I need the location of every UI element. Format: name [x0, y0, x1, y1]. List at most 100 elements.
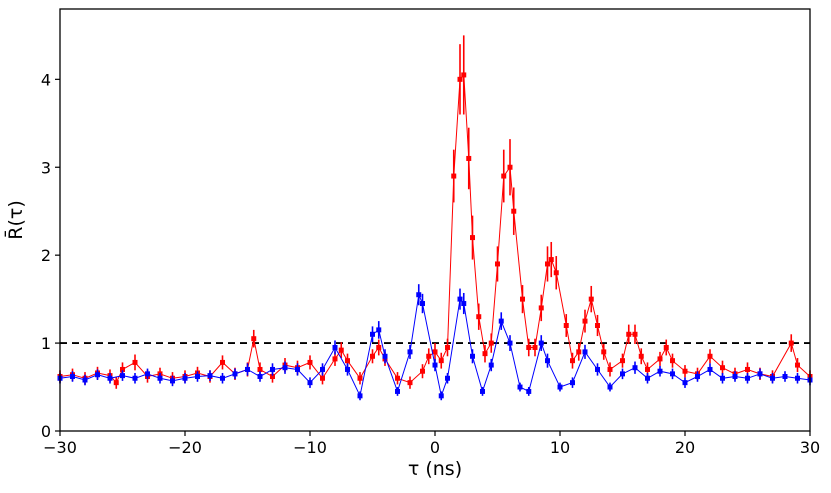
data-point — [645, 375, 650, 381]
data-point — [517, 384, 523, 390]
y-axis-label: R̄(τ) — [3, 200, 27, 239]
data-point — [682, 380, 688, 386]
data-point — [632, 365, 638, 371]
x-tick-label: 20 — [675, 438, 695, 457]
data-point — [357, 375, 363, 381]
data-point — [345, 358, 350, 364]
data-point — [432, 349, 438, 355]
data-point — [511, 208, 517, 214]
data-point — [670, 371, 675, 377]
data-point — [113, 380, 119, 386]
data-point — [445, 344, 450, 350]
data-point — [426, 353, 432, 359]
x-tick-label: 30 — [800, 438, 820, 457]
data-point — [470, 235, 475, 241]
data-point — [470, 353, 475, 359]
data-point — [570, 358, 575, 364]
plot-layer — [57, 35, 813, 401]
x-tick-label: 0 — [430, 438, 440, 457]
data-point — [157, 375, 163, 381]
data-point — [220, 375, 225, 381]
data-point — [657, 356, 663, 362]
data-point — [657, 368, 663, 374]
data-point — [795, 362, 800, 368]
data-point — [120, 373, 125, 379]
data-point — [638, 353, 644, 359]
data-point — [370, 353, 375, 359]
data-point — [632, 331, 638, 337]
data-point — [707, 366, 713, 372]
data-point — [107, 375, 113, 381]
data-point — [407, 380, 413, 386]
data-point — [395, 375, 400, 381]
data-point — [545, 261, 550, 267]
data-point — [645, 366, 650, 372]
data-point — [520, 296, 525, 302]
data-point — [476, 314, 482, 320]
data-point — [82, 377, 88, 383]
data-point — [682, 368, 688, 374]
data-point — [376, 327, 382, 333]
data-point — [457, 296, 463, 302]
data-point — [220, 359, 225, 365]
data-point — [507, 164, 513, 170]
data-point — [526, 344, 532, 350]
data-point — [745, 366, 750, 372]
data-point — [438, 358, 444, 364]
data-point — [607, 366, 613, 372]
data-point — [207, 373, 213, 379]
data-point — [576, 349, 582, 355]
data-point — [482, 351, 488, 357]
data-point — [480, 388, 485, 394]
data-point — [757, 371, 763, 377]
data-point — [257, 373, 263, 379]
data-point — [307, 380, 313, 386]
data-point — [620, 358, 625, 364]
data-point — [407, 349, 413, 355]
series-2 — [57, 284, 813, 401]
data-point — [538, 340, 544, 346]
data-point — [782, 373, 788, 379]
data-point — [795, 375, 800, 381]
data-point — [495, 261, 500, 267]
data-point — [707, 353, 713, 359]
data-point — [282, 365, 288, 371]
x-tick-label: −30 — [43, 438, 77, 457]
data-point — [120, 366, 125, 372]
x-axis-label: τ (ns) — [408, 458, 462, 480]
data-point — [770, 375, 775, 381]
data-point — [788, 340, 794, 346]
data-point — [182, 375, 188, 381]
data-point — [132, 359, 138, 365]
data-point — [145, 371, 150, 377]
data-point — [720, 375, 725, 381]
data-point — [70, 373, 75, 379]
data-point — [357, 393, 363, 399]
data-point — [466, 155, 472, 161]
data-point — [438, 393, 444, 399]
data-point — [270, 373, 275, 379]
data-point — [720, 365, 725, 371]
y-tick-label: 3 — [41, 158, 51, 177]
data-point — [370, 331, 375, 337]
data-point — [451, 173, 457, 179]
data-point — [251, 336, 257, 342]
data-point — [582, 318, 588, 324]
data-point — [420, 368, 425, 374]
data-point — [732, 373, 738, 379]
data-point — [626, 331, 632, 337]
data-point — [332, 344, 338, 350]
y-tick-label: 4 — [41, 70, 51, 89]
data-point — [195, 373, 200, 379]
data-point — [595, 366, 600, 372]
data-point — [295, 366, 300, 372]
data-point — [461, 72, 467, 78]
data-point — [620, 371, 625, 377]
data-point — [257, 366, 263, 372]
data-point — [245, 366, 250, 372]
data-point — [420, 301, 425, 307]
data-point — [416, 292, 422, 298]
data-point — [445, 375, 450, 381]
data-point — [382, 353, 388, 359]
